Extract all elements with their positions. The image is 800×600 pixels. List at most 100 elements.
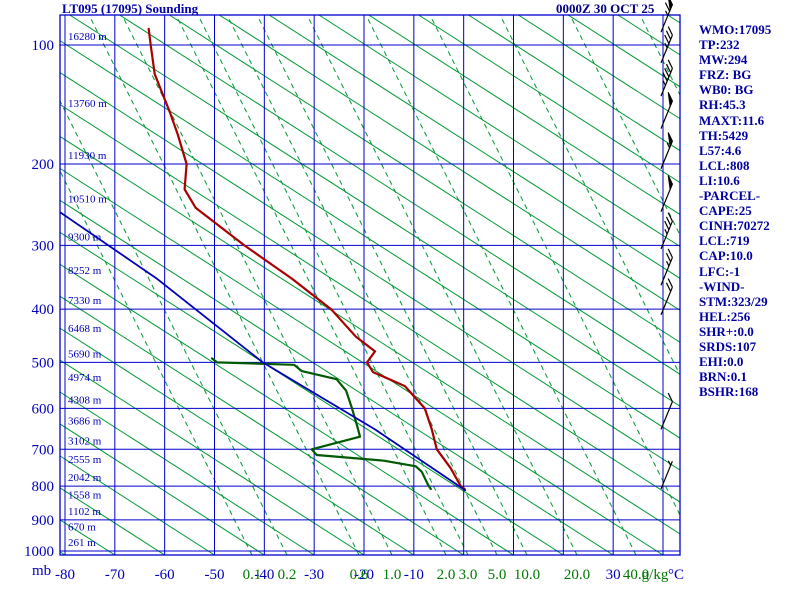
- mixing-ratio-tick-label: 20.0: [564, 567, 590, 583]
- mixing-ratio-line: [499, 15, 680, 377]
- mixing-ratio-line: [197, 15, 469, 555]
- barb-full-feather: [664, 34, 670, 44]
- stats-line-16: LFC:-1: [699, 263, 741, 279]
- barb-full-feather: [662, 72, 668, 82]
- stats-line-20: SHR+:0.0: [699, 323, 754, 339]
- stats-line-7: TH:5429: [699, 127, 749, 143]
- barb-half-feather: [665, 10, 669, 16]
- dry-adiabat-line: [268, 15, 680, 279]
- barb-flag: [668, 0, 673, 12]
- chart-datetime: 0000Z 30 OCT 25: [556, 1, 655, 16]
- dry-adiabat-line: [60, 327, 415, 555]
- dry-adiabat-line: [60, 167, 664, 555]
- temperature-tick-label: -80: [55, 567, 75, 583]
- barb-staff: [660, 220, 673, 250]
- stats-line-14: LCL:719: [699, 233, 750, 249]
- barb-staff: [660, 34, 673, 64]
- wind-barb: [660, 248, 673, 286]
- pressure-tick-label: 500: [32, 355, 55, 371]
- mixing-ratio-tick-label: 5.0: [488, 567, 507, 583]
- axis-labels: 100 200 300 400 500 600 700 800 900 1000 mb 16280 m…: [24, 31, 684, 583]
- dry-adiabat-line: [60, 423, 265, 555]
- height-label: 6468 m: [68, 323, 102, 335]
- mixing-ratio-line: [429, 15, 680, 517]
- barb-full-feather: [665, 63, 672, 73]
- barb-half-feather: [666, 142, 671, 149]
- height-label: 9300 m: [68, 231, 102, 243]
- dewpoint-curve: [210, 357, 432, 491]
- height-label: 5690 m: [68, 348, 102, 360]
- stats-line-9: LCL:808: [699, 157, 750, 173]
- barb-half-feather: [666, 260, 670, 267]
- dry-adiabat-line: [60, 199, 614, 555]
- height-label: 1102 m: [68, 506, 101, 518]
- stats-line-6: MAXT:11.6: [699, 112, 765, 128]
- mixing-ratio-lines: [60, 15, 680, 555]
- mixing-ratio-line: [88, 15, 360, 555]
- mixing-ratio-line: [256, 15, 528, 555]
- barb-flag: [667, 175, 673, 192]
- temperature-tick-label: 30: [606, 567, 621, 583]
- barb-half-feather: [662, 80, 666, 86]
- mixing-ratio-tick-label: 0.6: [350, 567, 369, 583]
- dry-adiabat-line: [60, 391, 315, 555]
- stats-line-10: LI:10.6: [699, 172, 740, 188]
- stats-line-18: STM:323/29: [699, 293, 768, 309]
- mixing-ratio-line: [306, 15, 578, 555]
- height-label: 16280 m: [68, 31, 107, 43]
- temperature-tick-label: -10: [404, 567, 424, 583]
- mixing-ratio-tick-label: 3.0: [459, 567, 478, 583]
- wind-barb: [660, 175, 673, 212]
- temperature-tick-label: -50: [205, 567, 225, 583]
- stats-line-21: SRDS:107: [699, 338, 757, 354]
- mixing-ratio-line: [60, 99, 288, 555]
- height-label: 4308 m: [68, 394, 102, 406]
- plot-frame: [59, 14, 681, 556]
- height-label: 10510 m: [68, 194, 107, 206]
- pressure-tick-label: 100: [32, 38, 55, 54]
- stats-line-11: -PARCEL-: [699, 188, 761, 204]
- stats-line-4: WB0: BG: [699, 82, 754, 98]
- stats-line-24: BSHR:168: [699, 384, 759, 400]
- height-label: 1558 m: [68, 489, 102, 501]
- dry-adiabat-line: [418, 15, 680, 184]
- height-label: 3686 m: [68, 415, 102, 427]
- dry-adiabat-line: [60, 295, 464, 555]
- barb-flag: [667, 92, 673, 109]
- stats-line-8: L57:4.6: [699, 142, 742, 158]
- mixing-ratio-tick-label: 10.0: [514, 567, 540, 583]
- dry-adiabat-line: [318, 15, 680, 248]
- mixing-ratio-tick-label: 1.0: [383, 567, 402, 583]
- temperature-curve: [147, 27, 466, 491]
- dry-adiabat-line: [468, 15, 680, 152]
- barb-full-feather: [667, 26, 673, 36]
- pressure-tick-label: 800: [32, 479, 55, 495]
- wind-barb: [660, 26, 673, 64]
- stats-line-23: BRN:0.1: [699, 369, 748, 385]
- height-label: 670 m: [68, 522, 96, 534]
- dry-adiabat-line: [517, 15, 680, 120]
- barb-flag: [667, 132, 673, 149]
- dry-adiabat-line: [60, 359, 365, 555]
- wind-barbs: [660, 0, 673, 490]
- stats-line-0: WMO:17095: [699, 22, 772, 37]
- plot-area: [60, 15, 680, 555]
- mixing-ratio-tick-label: 2.0: [437, 567, 456, 583]
- pressure-tick-label: 200: [32, 157, 55, 173]
- wind-barb: [660, 212, 673, 250]
- barb-staff: [660, 286, 673, 316]
- stats-panel: WMO:17095 TP:232 MW:294 FRZ: BG WB0: BG RH:45…: [699, 22, 799, 399]
- stats-line-19: HEL:256: [699, 308, 751, 324]
- dry-adiabat-line: [60, 103, 680, 503]
- mixing-ratio-line: [226, 15, 498, 555]
- pressure-tick-label: 300: [32, 238, 55, 254]
- barb-half-feather: [664, 42, 668, 49]
- temperature-tick-label: -20: [354, 567, 374, 583]
- wind-barb: [660, 460, 673, 490]
- pressure-tick-label: 900: [32, 513, 55, 529]
- wind-barb: [660, 92, 673, 129]
- dry-adiabat-line: [60, 72, 680, 471]
- wind-barb: [660, 132, 673, 169]
